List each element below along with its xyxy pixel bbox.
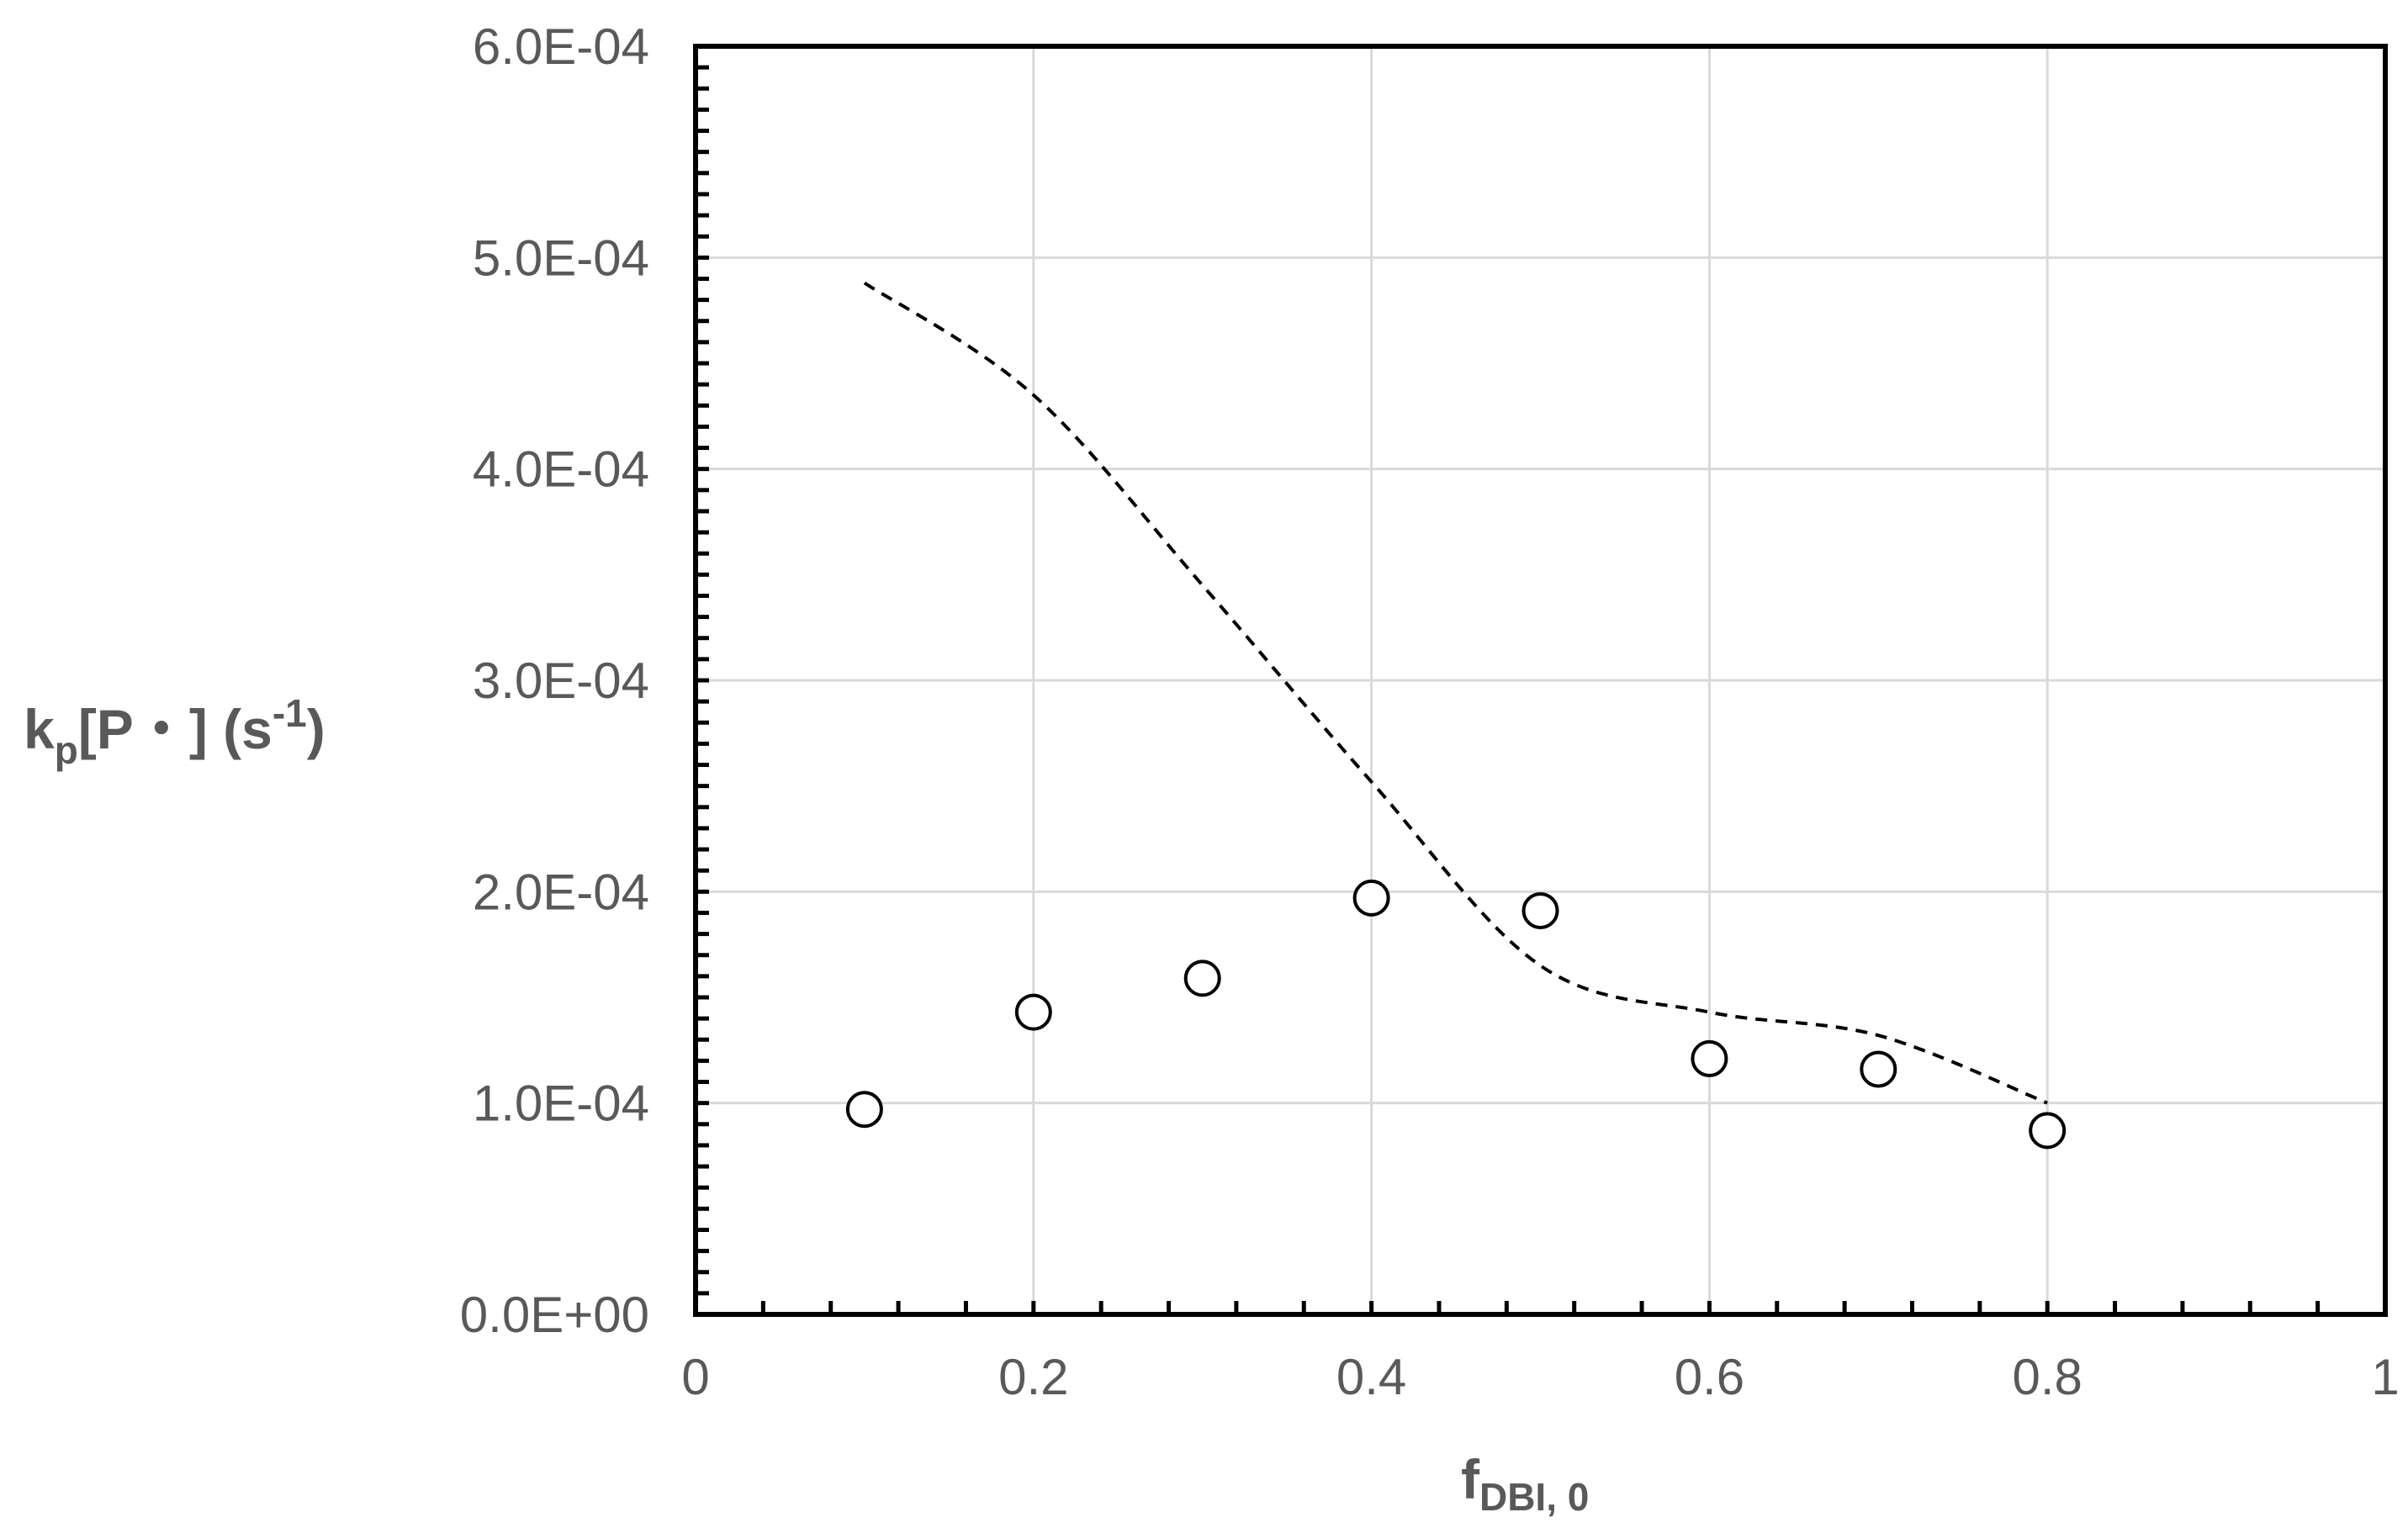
y-tick-label-4: 4.0E-04	[473, 441, 649, 498]
x-tick-label-5: 1	[2371, 1349, 2399, 1405]
data-point-5	[1691, 1039, 1728, 1077]
y-tick-label-2: 2.0E-04	[473, 864, 649, 920]
series-layer	[845, 281, 2067, 1150]
data-point-2	[1183, 960, 1221, 997]
grid-lines	[696, 46, 2385, 1314]
data-point-4	[1522, 891, 1559, 929]
data-point-3	[1352, 879, 1390, 917]
y-axis-title-rest: [P・] (s	[78, 698, 273, 760]
y-axis-title-sub: p	[55, 728, 78, 772]
y-axis-title: kp[P・] (s-1)	[24, 691, 325, 772]
x-tick-label-0: 0	[681, 1349, 709, 1405]
y-axis-title-main: k	[24, 698, 55, 760]
x-axis-title-sub: DBI, 0	[1479, 1475, 1589, 1519]
x-tick-label-1: 0.2	[998, 1349, 1068, 1405]
y-tick-label-6: 6.0E-04	[473, 19, 649, 75]
data-point-7	[2029, 1112, 2067, 1150]
y-axis-title-sup: -1	[273, 691, 307, 735]
x-tick-label-3: 0.6	[1675, 1349, 1744, 1405]
plot-area-frame	[693, 44, 2388, 1317]
x-tick-label-2: 0.4	[1336, 1349, 1406, 1405]
data-point-0	[845, 1091, 883, 1129]
y-tick-label-0: 0.0E+00	[460, 1287, 649, 1343]
y-tick-label-5: 5.0E-04	[473, 230, 649, 286]
x-axis-title-main: f	[1461, 1448, 1480, 1510]
dashed-fit-line	[863, 281, 2048, 1105]
y-tick-label-1: 1.0E-04	[473, 1076, 649, 1132]
x-tick-labels: 0 0.2 0.4 0.6 0.8 1	[681, 1349, 2399, 1405]
data-point-6	[1860, 1050, 1897, 1088]
y-tick-labels: 0.0E+00 1.0E-04 2.0E-04 3.0E-04 4.0E-04 5.0E-…	[460, 19, 649, 1343]
y-tick-label-3: 3.0E-04	[473, 653, 649, 709]
y-axis-title-end: )	[307, 698, 325, 760]
x-tick-label-4: 0.8	[2012, 1349, 2082, 1405]
data-point-1	[1014, 993, 1052, 1031]
x-axis-title: fDBI, 0	[1461, 1448, 1589, 1519]
